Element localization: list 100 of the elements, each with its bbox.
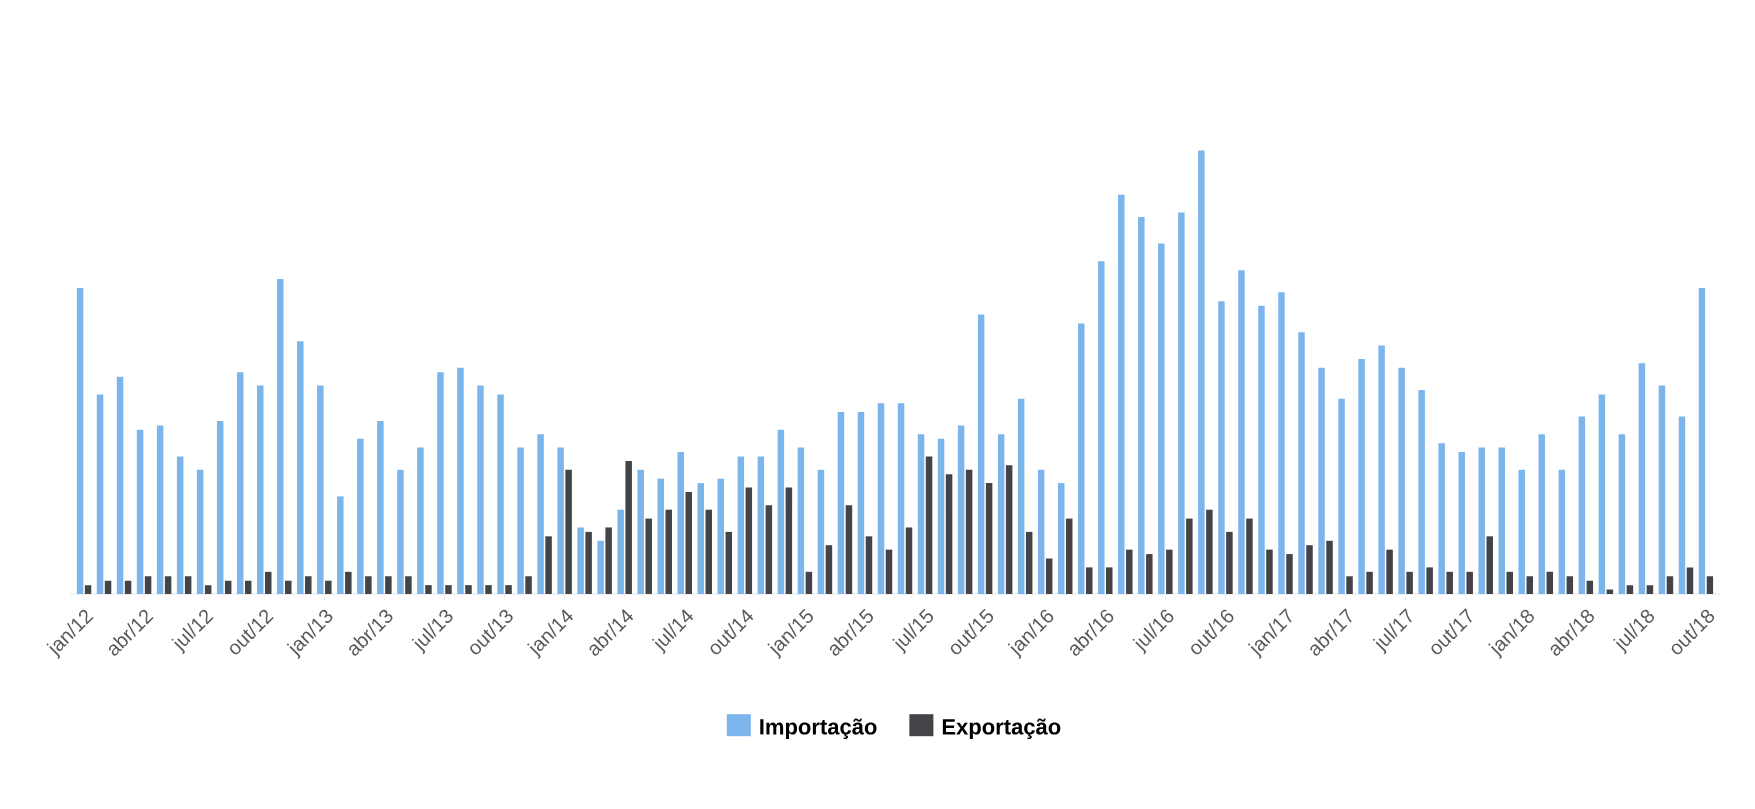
bar xyxy=(725,531,733,594)
bar xyxy=(617,509,624,594)
bar xyxy=(317,385,324,594)
bar xyxy=(1478,447,1485,594)
bar xyxy=(425,585,432,594)
bar xyxy=(345,571,352,594)
bar xyxy=(1338,398,1345,594)
bar xyxy=(1618,434,1626,594)
bar xyxy=(1398,367,1405,594)
bar xyxy=(625,460,632,594)
bar xyxy=(256,385,264,594)
bar xyxy=(216,420,224,594)
bar xyxy=(637,469,644,594)
bar xyxy=(1646,585,1654,594)
bar xyxy=(1057,483,1065,594)
bar xyxy=(1186,518,1193,594)
bar xyxy=(76,287,84,594)
bar xyxy=(465,585,472,594)
bar xyxy=(1498,447,1505,594)
bar xyxy=(1298,332,1305,594)
bar xyxy=(857,412,865,594)
bar xyxy=(697,483,705,594)
bar xyxy=(645,518,652,594)
bar xyxy=(705,509,713,594)
bar xyxy=(677,452,684,594)
bar xyxy=(777,429,785,594)
bar xyxy=(1146,554,1153,594)
bar xyxy=(485,585,492,594)
bar xyxy=(825,545,833,594)
bar xyxy=(1666,576,1674,594)
bar xyxy=(1037,469,1045,594)
bar xyxy=(1706,576,1714,594)
bar xyxy=(357,438,364,594)
bar xyxy=(1266,549,1273,594)
bar xyxy=(1438,443,1445,594)
bar xyxy=(437,372,444,594)
bar xyxy=(124,580,132,594)
bar xyxy=(1198,150,1205,594)
bar xyxy=(1358,358,1365,594)
bar xyxy=(685,491,692,594)
bar xyxy=(1306,545,1313,594)
bar xyxy=(1678,416,1686,594)
bar xyxy=(204,585,212,594)
bar xyxy=(1278,292,1285,594)
bar xyxy=(557,447,564,594)
bar xyxy=(1538,434,1546,594)
bar xyxy=(1218,301,1225,594)
bar xyxy=(1518,469,1526,594)
bar xyxy=(517,447,524,594)
bar xyxy=(797,447,805,594)
bar xyxy=(505,585,512,594)
bar xyxy=(1386,549,1393,594)
bar xyxy=(1065,518,1073,594)
bar xyxy=(1658,385,1666,594)
bar xyxy=(184,576,192,594)
bar xyxy=(605,527,612,594)
bar xyxy=(1486,536,1493,594)
bar xyxy=(1366,571,1373,594)
bar xyxy=(1598,394,1606,594)
bar xyxy=(1025,531,1033,594)
bar xyxy=(497,394,504,594)
bar xyxy=(417,447,424,594)
bar xyxy=(1326,540,1333,594)
bar xyxy=(1258,305,1265,594)
bar xyxy=(1166,549,1173,594)
bar xyxy=(477,385,484,594)
bar xyxy=(445,585,452,594)
bar xyxy=(937,438,945,594)
bar xyxy=(1158,243,1165,594)
bar xyxy=(1005,465,1013,594)
bar xyxy=(1546,571,1554,594)
bar xyxy=(1558,469,1566,594)
bar xyxy=(277,279,284,594)
bar xyxy=(104,580,112,594)
bar xyxy=(196,469,204,594)
bar xyxy=(365,576,372,594)
bar xyxy=(1686,567,1694,594)
bar xyxy=(925,456,933,594)
bar xyxy=(585,531,592,594)
bar xyxy=(1206,509,1213,594)
bar xyxy=(1406,571,1413,594)
bar xyxy=(985,483,993,594)
bar xyxy=(136,429,144,594)
bar xyxy=(577,527,584,594)
bar xyxy=(1698,287,1706,594)
bar xyxy=(405,576,412,594)
bar xyxy=(1626,585,1634,594)
bar xyxy=(877,403,885,594)
bar xyxy=(1118,194,1125,594)
bar xyxy=(885,549,893,594)
bar xyxy=(785,487,793,594)
bar xyxy=(1286,554,1293,594)
bar xyxy=(156,425,164,594)
bar xyxy=(1106,567,1113,594)
bar xyxy=(1126,549,1133,594)
bar xyxy=(757,456,765,594)
bar xyxy=(1446,571,1453,594)
bar xyxy=(224,580,232,594)
bar xyxy=(917,434,925,594)
bar xyxy=(665,509,672,594)
